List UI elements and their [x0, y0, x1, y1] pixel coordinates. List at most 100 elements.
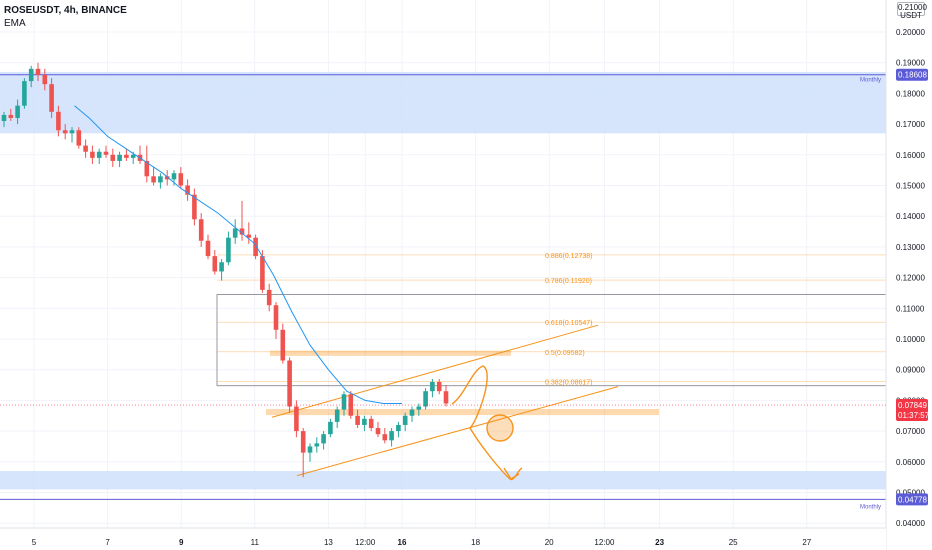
- candle-body: [443, 391, 449, 404]
- candle-body: [260, 256, 265, 290]
- candle-body: [396, 424, 401, 432]
- price-tick-label: 0.15000: [896, 182, 925, 191]
- candle-body: [96, 151, 102, 158]
- candle-body: [198, 219, 204, 241]
- candle-body: [178, 173, 184, 186]
- bar-countdown-text: 01:37:57: [898, 411, 930, 420]
- price-tick-label: 0.18000: [896, 89, 925, 98]
- candle-body: [205, 240, 211, 257]
- candle-body: [22, 81, 27, 106]
- candle-body: [334, 409, 340, 422]
- candle-body: [83, 145, 88, 152]
- time-tick-label: 25: [729, 538, 738, 547]
- price-tick-label: 0.05000: [896, 489, 925, 498]
- price-tick-label: 0.20000: [896, 28, 925, 37]
- ema-line: [74, 105, 402, 404]
- candle-body: [158, 176, 163, 183]
- candles: [1, 62, 449, 478]
- candle-body: [42, 74, 48, 85]
- time-tick-label: 18: [471, 538, 480, 547]
- currency-top-price: 0.21000: [898, 3, 927, 12]
- candle-body: [90, 151, 95, 158]
- time-axis[interactable]: 5 7 9 11 13 12:00 16 18 20 12:00 23 25 27: [0, 527, 886, 550]
- ema-indicator-label[interactable]: EMA: [4, 18, 26, 29]
- price-tick-label: 0.09000: [896, 366, 925, 375]
- candle-body: [56, 111, 61, 131]
- candle-body: [8, 114, 14, 118]
- candle-body: [402, 415, 408, 425]
- price-tick-label: 0.13000: [896, 243, 925, 252]
- candle-body: [226, 237, 231, 263]
- candle-body: [192, 194, 197, 220]
- ema-path: [74, 105, 402, 404]
- candle-body: [389, 431, 394, 441]
- time-tick-label: 27: [802, 538, 811, 547]
- current-price-text: 0.07849: [898, 401, 927, 410]
- candle-body: [382, 434, 388, 441]
- candle-body: [124, 154, 129, 158]
- price-tick-label: 0.12000: [896, 274, 925, 283]
- candle-body: [273, 305, 279, 330]
- monthly-level-label: Monthly: [860, 78, 881, 84]
- monthly-level-label: Monthly: [860, 504, 881, 510]
- orange-zone: [270, 350, 511, 356]
- support-resistance-zones: Monthly Monthly: [0, 71, 886, 510]
- candle-body: [436, 381, 442, 392]
- candle-body: [117, 154, 122, 161]
- candle-body: [253, 237, 258, 257]
- projection-arrowhead: [503, 467, 520, 480]
- monthly-price-tag: [896, 68, 928, 81]
- price-tick-label: 0.14000: [896, 212, 925, 221]
- symbol-title[interactable]: ROSEUSDT, 4h, BINANCE: [4, 5, 127, 16]
- candle-body: [185, 185, 190, 195]
- candle-body: [409, 409, 415, 416]
- candle-body: [321, 434, 326, 444]
- candle-body: [423, 391, 428, 407]
- price-tick-label: 0.16000: [896, 151, 925, 160]
- candle-body: [300, 431, 306, 453]
- candle-body: [28, 68, 34, 82]
- candle-body: [130, 154, 136, 158]
- candle-body: [49, 84, 54, 112]
- price-tick-label: 0.10000: [896, 335, 925, 344]
- projection-arrow: [451, 365, 523, 481]
- candle-body: [35, 68, 41, 75]
- channel-lower-line: [296, 386, 619, 477]
- time-tick-label: 5: [32, 538, 37, 547]
- monthly-price-text: 0.04778: [898, 495, 927, 504]
- price-tick-label: 0.17000: [896, 120, 925, 129]
- time-tick-label: 9: [179, 538, 184, 547]
- time-tick-label: 11: [251, 538, 260, 547]
- candle-body: [212, 256, 218, 272]
- candle-body: [239, 228, 245, 235]
- price-tick-label: 0.07000: [896, 427, 925, 436]
- time-tick-label: 13: [324, 538, 333, 547]
- currency-label[interactable]: 0.21000 USDT: [897, 2, 927, 20]
- candle-body: [368, 418, 374, 429]
- candle-body: [1, 114, 7, 122]
- candle-body: [62, 130, 68, 134]
- candle-body: [76, 130, 82, 146]
- price-tick-label: 0.19000: [896, 59, 925, 68]
- fib-level-label: 0.786(0.11920): [545, 278, 592, 285]
- target-circle: [486, 414, 514, 442]
- candle-body: [348, 394, 354, 416]
- candle-body: [287, 360, 292, 407]
- time-axis-bg: [0, 528, 886, 550]
- price-tick-label: 0.11000: [896, 304, 925, 313]
- candle-body: [151, 176, 156, 183]
- time-tick-label: 12:00: [594, 538, 615, 547]
- candle-body: [246, 234, 252, 238]
- candle-body: [341, 394, 347, 410]
- time-tick-label: 20: [545, 538, 554, 547]
- time-tick-label: 23: [655, 538, 664, 547]
- time-tick-label: 7: [105, 538, 110, 547]
- candle-body: [280, 329, 286, 361]
- monthly-price-text: 0.18608: [898, 71, 927, 80]
- currency-unit: USDT: [900, 11, 922, 20]
- monthly-price-tag: [896, 493, 928, 506]
- zone-band: [0, 471, 886, 490]
- price-tick-label: 0.04000: [896, 519, 925, 528]
